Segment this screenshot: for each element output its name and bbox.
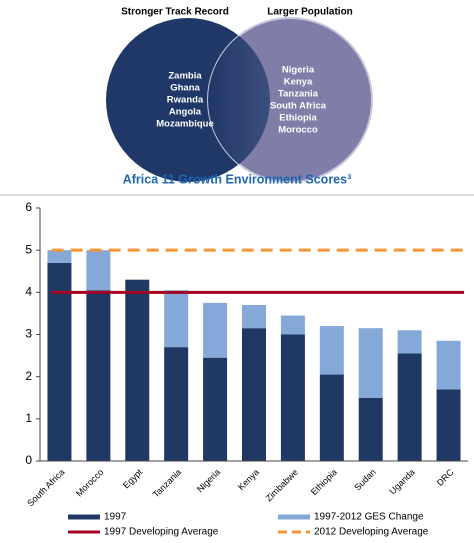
bar-segment	[164, 290, 189, 348]
bar-segment	[86, 290, 111, 461]
venn-item: Rwanda	[167, 95, 204, 106]
y-tick-label: 6	[25, 200, 32, 214]
bar-segment	[436, 389, 461, 461]
bar-segment	[164, 347, 189, 461]
venn-item: Ghana	[170, 83, 200, 94]
venn-item: Morocco	[278, 125, 318, 136]
venn-item: Tanzania	[278, 89, 319, 100]
legend-label: 1997-2012 GES Change	[314, 512, 424, 523]
legend-label: 2012 Developing Average	[314, 527, 429, 538]
venn-left-label: Stronger Track Record	[121, 7, 229, 18]
x-tick-label: Nigeria	[195, 467, 222, 494]
bar-segment	[203, 357, 228, 461]
venn-right-label: Larger Population	[267, 7, 353, 18]
bar-segment	[242, 328, 266, 461]
venn-item: Nigeria	[282, 65, 315, 76]
y-tick-label: 0	[25, 453, 32, 467]
bar-segment	[436, 340, 461, 390]
venn-item: South Africa	[270, 101, 327, 112]
x-tick-label: Zimbabwe	[264, 467, 300, 503]
y-tick-label: 5	[25, 242, 32, 256]
bar-segment	[319, 374, 344, 461]
overlap	[208, 18, 270, 182]
bar-segment	[203, 302, 228, 358]
x-tick-label: DRC	[435, 467, 456, 488]
chart-title: Africa 11 Growth Environment Scores³	[123, 172, 352, 186]
venn-item: Zambia	[168, 71, 202, 82]
bar-segment	[47, 262, 72, 461]
bar-segment	[358, 328, 383, 398]
bar-segment	[397, 353, 422, 461]
legend-label: 1997	[104, 512, 127, 523]
y-tick-label: 4	[25, 285, 32, 299]
bar-segment	[280, 315, 305, 335]
y-tick-label: 3	[25, 327, 32, 341]
bar-segment	[242, 304, 266, 329]
bar-segment	[47, 250, 72, 263]
x-tick-label: Uganda	[387, 467, 416, 496]
venn-item: Mozambique	[156, 119, 214, 130]
y-tick-label: 1	[25, 411, 32, 425]
x-tick-label: Sudan	[352, 467, 377, 492]
x-tick-label: Morocco	[74, 467, 105, 498]
y-tick-label: 2	[25, 369, 32, 383]
x-tick-label: Ethiopia	[309, 467, 339, 497]
legend-swatch	[278, 514, 310, 520]
bar-segment	[280, 334, 305, 461]
x-tick-label: Kenya	[236, 467, 261, 492]
venn-item: Kenya	[284, 77, 313, 88]
x-tick-label: South Africa	[25, 467, 66, 508]
bar-segment	[86, 250, 111, 291]
bar-segment	[125, 279, 150, 461]
x-tick-label: Tanzania	[151, 467, 184, 500]
x-tick-label: Egypt	[121, 467, 145, 491]
venn-item: Ethiopia	[279, 113, 317, 124]
legend-swatch	[68, 514, 100, 520]
venn-item: Angola	[169, 107, 202, 118]
bar-segment	[319, 326, 344, 375]
bar-segment	[397, 330, 422, 354]
legend-label: 1997 Developing Average	[104, 527, 219, 538]
bar-segment	[358, 397, 383, 461]
